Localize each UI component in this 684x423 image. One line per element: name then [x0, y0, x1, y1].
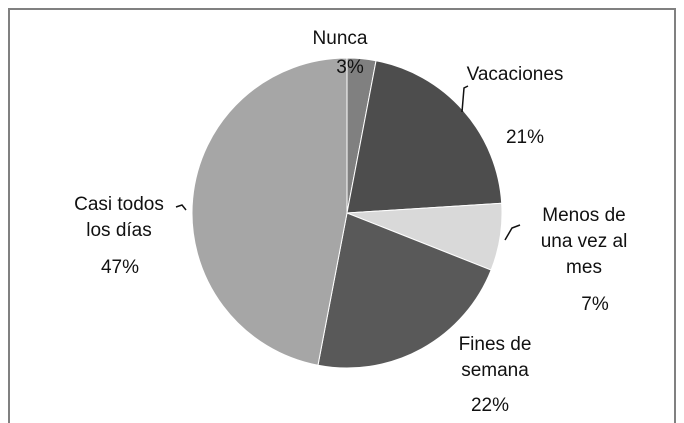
slice-label: Vacaciones [466, 64, 564, 85]
value-label: 47% [100, 257, 140, 278]
slice-label: Menos de una vez al mes [540, 205, 628, 278]
pie-slice [191, 57, 348, 366]
slice-label: Nunca [312, 28, 368, 49]
leader-line [461, 85, 469, 113]
leader-lines [175, 85, 521, 241]
value-label: 3% [336, 57, 364, 78]
pie-slice [346, 60, 503, 214]
slice-label: Casi todos los días [74, 194, 164, 241]
value-label: 22% [470, 395, 510, 416]
pie-slice [317, 212, 492, 369]
slice-label: Fines de semana [458, 334, 532, 381]
leader-line [504, 224, 521, 241]
value-label: 21% [505, 127, 545, 148]
value-label: 7% [581, 294, 609, 315]
leader-line [175, 204, 187, 211]
